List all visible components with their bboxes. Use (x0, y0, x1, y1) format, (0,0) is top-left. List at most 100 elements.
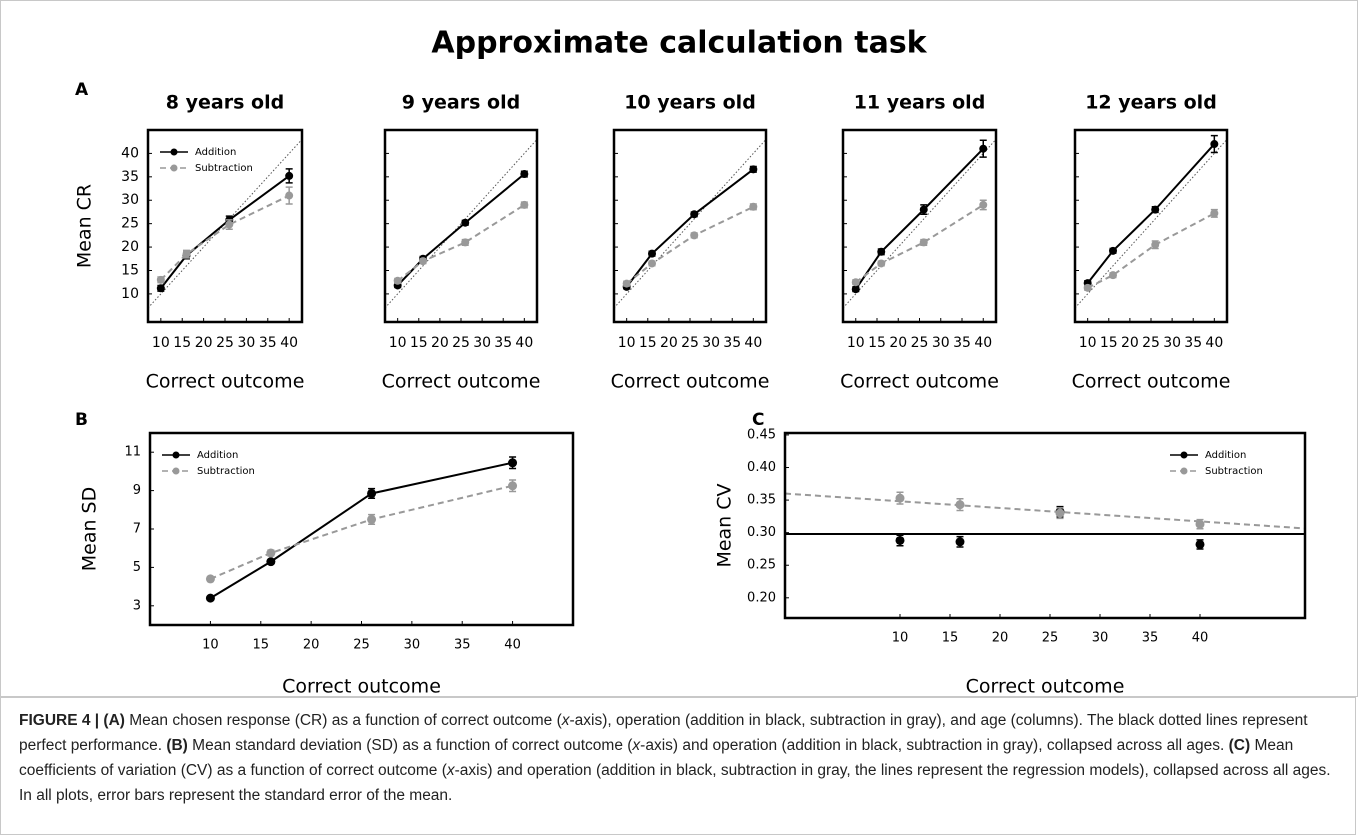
series-line (626, 205, 754, 285)
caption: FIGURE 4 | (A) Mean chosen response (CR)… (0, 697, 1356, 835)
x-axis-label: Correct outcome (611, 371, 770, 393)
panel-title: 12 years old (1085, 92, 1217, 114)
perfect-performance-line (384, 139, 538, 309)
marker (461, 238, 470, 247)
plot-frame (146, 128, 304, 324)
marker (979, 144, 988, 153)
y-tick-label: 35 (121, 169, 139, 185)
x-tick-label: 30 (1092, 631, 1109, 646)
figure-title: Approximate calculation task (431, 26, 927, 61)
plot-frame (148, 431, 575, 627)
caption-text: Mean standard deviation (SD) as a functi… (187, 737, 633, 754)
x-tick-label: 10 (152, 335, 170, 351)
plot-frame (1073, 128, 1229, 324)
x-tick-label: 30 (1163, 335, 1181, 351)
panel-title: 8 years old (166, 92, 284, 114)
marker (419, 257, 427, 266)
legend-marker (170, 148, 178, 156)
series-line (1086, 143, 1216, 284)
caption-italic: x (632, 737, 641, 754)
x-tick-label: 10 (892, 631, 909, 646)
panel-label: A (75, 80, 89, 100)
marker (648, 249, 656, 258)
caption-text: -axis) and operation (addition in black,… (19, 762, 1331, 804)
legend-label: Subtraction (1205, 466, 1263, 477)
plot-frame (841, 128, 998, 324)
x-tick-label: 15 (639, 335, 657, 351)
y-tick-label: 15 (121, 262, 139, 278)
x-tick-label: 15 (942, 631, 959, 646)
legend-label: Addition (195, 147, 236, 158)
x-tick-label: 30 (932, 335, 950, 351)
caption-text: Mean chosen response (CR) as a function … (124, 712, 562, 729)
perfect-performance-line (1074, 139, 1228, 309)
caption-text: Mean coefficients of variation (CV) as a… (19, 737, 1294, 779)
marker (648, 259, 656, 268)
figure: Approximate calculation task A B C 8 yea… (74, 26, 1307, 695)
y-tick-label: 30 (121, 192, 139, 208)
marker (393, 276, 402, 285)
x-tick-label: 25 (216, 335, 234, 351)
x-tick-label: 20 (889, 335, 907, 351)
perfect-performance-line (613, 139, 767, 309)
legend-label: Addition (1205, 450, 1246, 461)
marker (979, 200, 988, 209)
series-line (854, 148, 984, 290)
plot-frame (612, 128, 768, 324)
caption-text: -axis) and operation (addition in black,… (640, 737, 1229, 754)
x-tick-label: 30 (473, 335, 491, 351)
marker (919, 238, 928, 247)
x-tick-label: 25 (911, 335, 929, 351)
y-axis-label: Mean CR (74, 184, 96, 268)
marker (156, 284, 165, 293)
series-line (625, 168, 754, 288)
x-tick-label: 40 (515, 335, 533, 351)
x-tick-label: 35 (454, 638, 471, 653)
legend-label: Addition (197, 450, 238, 461)
panel-title: 10 years old (624, 92, 756, 114)
marker (508, 458, 518, 468)
y-tick-label: 0.25 (747, 558, 776, 573)
x-tick-label: 10 (202, 638, 219, 653)
caption-italic: x (561, 712, 570, 729)
legend-label: Subtraction (197, 466, 255, 477)
marker (508, 481, 518, 491)
marker (205, 574, 215, 584)
marker (1210, 140, 1219, 149)
y-tick-label: 11 (124, 445, 141, 460)
caption-text: -axis), operation (addition in black, su… (19, 712, 1308, 754)
y-tick-label: 10 (121, 286, 139, 302)
x-tick-label: 20 (1121, 335, 1139, 351)
x-tick-label: 20 (303, 638, 320, 653)
y-tick-label: 20 (121, 239, 139, 255)
x-tick-label: 15 (253, 638, 270, 653)
marker (520, 200, 529, 209)
x-tick-label: 10 (847, 335, 865, 351)
marker (690, 231, 699, 240)
x-axis-label: Correct outcome (382, 371, 541, 393)
marker (1055, 508, 1065, 518)
marker (367, 488, 377, 498)
y-tick-label: 9 (133, 483, 141, 498)
regression-line (784, 492, 1306, 530)
x-tick-label: 40 (1192, 631, 1209, 646)
x-tick-label: 15 (410, 335, 428, 351)
legend-marker (1180, 467, 1188, 475)
marker (895, 493, 905, 503)
y-tick-label: 5 (133, 560, 141, 575)
marker (895, 535, 905, 545)
x-tick-label: 30 (237, 335, 255, 351)
x-tick-label: 20 (660, 335, 678, 351)
marker (205, 593, 215, 603)
x-tick-label: 15 (1100, 335, 1118, 351)
legend-marker (172, 451, 180, 459)
marker (225, 220, 234, 229)
marker (266, 557, 276, 567)
marker (749, 202, 758, 211)
series-line (1087, 212, 1215, 289)
panel-label: B (75, 410, 88, 430)
marker (520, 170, 529, 179)
x-tick-label: 35 (494, 335, 512, 351)
caption-bold: FIGURE 4 | (A) (19, 712, 125, 729)
